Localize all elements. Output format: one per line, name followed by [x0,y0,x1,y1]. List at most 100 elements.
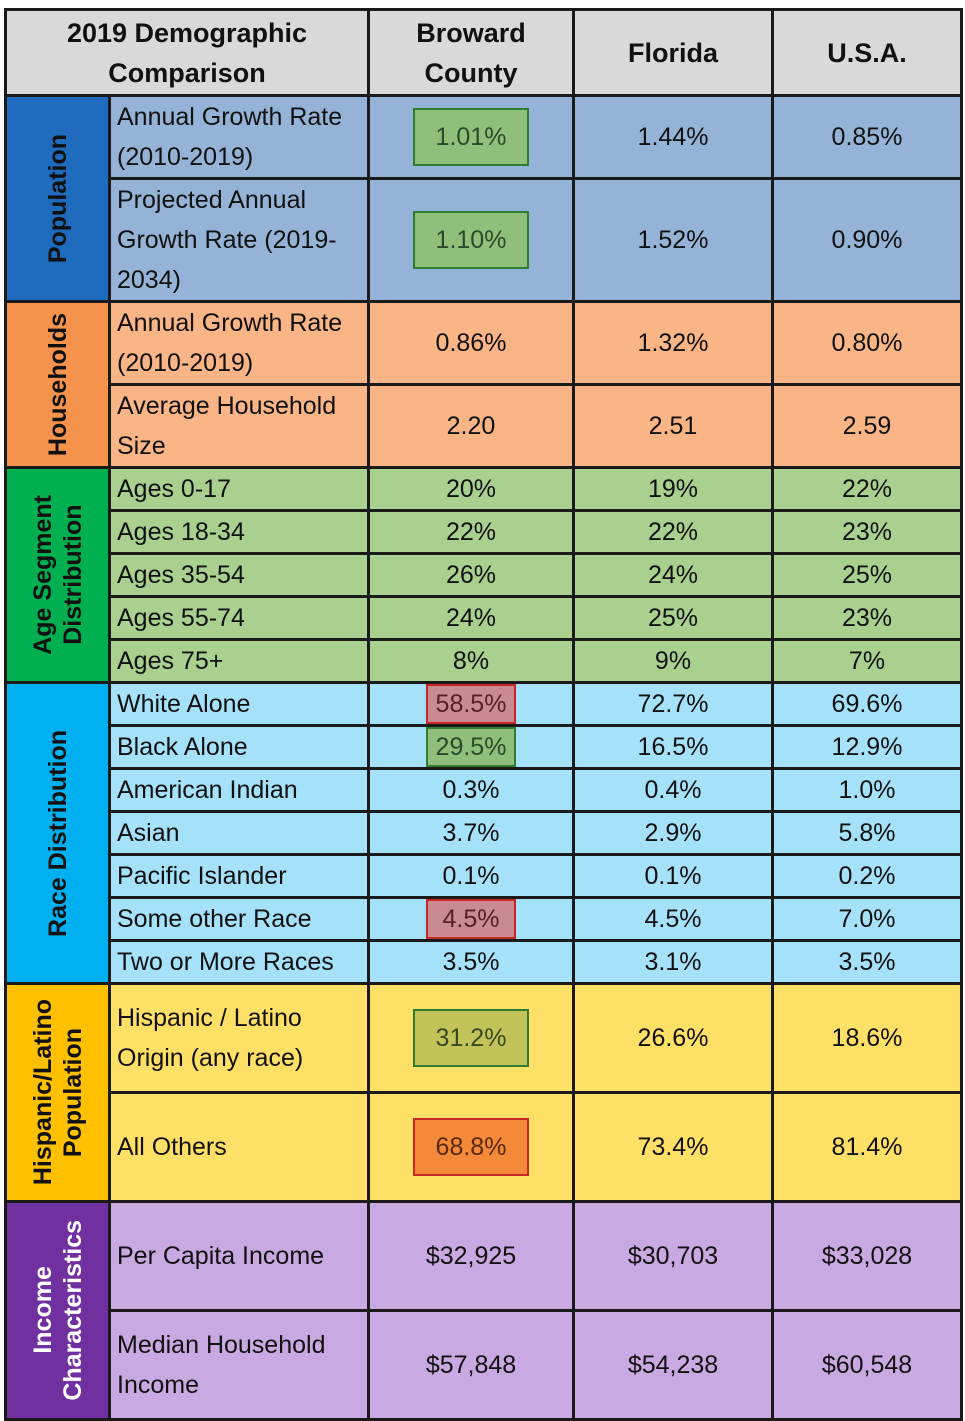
florida-value: $30,703 [572,1200,774,1312]
table-row: Average Household Size 2.20 2.51 2.59 [5,383,963,469]
broward-value: 0.86% [367,300,575,386]
usa-value: 0.2% [771,853,963,899]
metric-label: White Alone [108,681,370,727]
metric-label: Projected Annual Growth Rate (2019-2034) [108,177,370,303]
broward-value: $57,848 [367,1309,575,1421]
florida-value: 1.32% [572,300,774,386]
metric-label: Ages 75+ [108,638,370,684]
table-title: 2019 Demographic Comparison [4,8,370,97]
category-households: Households [4,300,111,469]
broward-value: 31.2% [367,982,575,1094]
usa-value: 5.8% [771,810,963,856]
florida-value: 2.9% [572,810,774,856]
category-label: Income Characteristics [28,1220,87,1401]
highlight-box: 29.5% [426,728,516,766]
usa-value: 0.80% [771,300,963,386]
usa-value: 0.85% [771,94,963,180]
metric-label: Annual Growth Rate (2010-2019) [108,94,370,180]
highlight-box: 1.01% [413,108,529,166]
table-row: American Indian 0.3% 0.4% 1.0% [5,767,963,813]
broward-value: 1.10% [367,177,575,303]
table-row: Ages 55-74 24% 25% 23% [5,595,963,641]
table-row: Income Characteristics Per Capita Income… [4,1200,963,1421]
table-row: Pacific Islander 0.1% 0.1% 0.2% [5,853,963,899]
table-row: Asian 3.7% 2.9% 5.8% [5,810,963,856]
usa-value: $33,028 [771,1200,963,1312]
category-income: Income Characteristics [4,1200,111,1421]
usa-value: 23% [771,509,963,555]
florida-value: 4.5% [572,896,774,942]
category-label: Age Segment Distribution [28,495,87,655]
category-race: Race Distribution [4,681,111,985]
highlight-box: 31.2% [413,1009,529,1067]
highlight-box: 4.5% [426,900,516,938]
usa-value: 2.59 [771,383,963,469]
table-row: Projected Annual Growth Rate (2019-2034)… [5,177,963,303]
column-header-broward: Broward County [367,8,575,97]
broward-value: 58.5% [367,681,575,727]
table-row: Some other Race 4.5% 4.5% 7.0% [5,896,963,942]
florida-value: 0.4% [572,767,774,813]
table-row: Black Alone 29.5% 16.5% 12.9% [5,724,963,770]
highlight-box: 58.5% [426,685,516,723]
usa-value: 0.90% [771,177,963,303]
category-population: Population [4,94,111,303]
metric-label: Average Household Size [108,383,370,469]
metric-label: Ages 55-74 [108,595,370,641]
metric-label: Annual Growth Rate (2010-2019) [108,300,370,386]
florida-value: 24% [572,552,774,598]
florida-value: 19% [572,466,774,512]
broward-value: 3.5% [367,939,575,985]
table-row: Race Distribution White Alone 58.5% 72.7… [4,681,963,985]
usa-value: 23% [771,595,963,641]
metric-label: Ages 0-17 [108,466,370,512]
metric-label: Per Capita Income [108,1200,370,1312]
metric-label: All Others [108,1091,370,1203]
broward-value: 1.01% [367,94,575,180]
broward-value: 4.5% [367,896,575,942]
florida-value: 26.6% [572,982,774,1094]
metric-label: American Indian [108,767,370,813]
florida-value: 9% [572,638,774,684]
usa-value: 7.0% [771,896,963,942]
usa-value: 12.9% [771,724,963,770]
category-label: Race Distribution [43,729,72,937]
florida-value: 72.7% [572,681,774,727]
column-header-florida: Florida [572,8,774,97]
demographic-comparison-table: 2019 Demographic Comparison Broward Coun… [4,8,963,1421]
usa-value: 7% [771,638,963,684]
metric-label: Some other Race [108,896,370,942]
metric-label: Asian [108,810,370,856]
florida-value: $54,238 [572,1309,774,1421]
broward-value: 22% [367,509,575,555]
metric-label: Ages 35-54 [108,552,370,598]
metric-label: Two or More Races [108,939,370,985]
broward-value: 68.8% [367,1091,575,1203]
broward-value: 3.7% [367,810,575,856]
broward-value: 8% [367,638,575,684]
table-row: Households Annual Growth Rate (2010-2019… [4,300,963,469]
usa-value: 25% [771,552,963,598]
usa-value: 22% [771,466,963,512]
table-row: Age Segment Distribution Ages 0-17 20% 1… [4,466,963,684]
broward-value: 20% [367,466,575,512]
table-row: Hispanic/Latino Population Hispanic / La… [4,982,963,1203]
florida-value: 73.4% [572,1091,774,1203]
broward-value: 0.1% [367,853,575,899]
broward-value: $32,925 [367,1200,575,1312]
florida-value: 0.1% [572,853,774,899]
florida-value: 25% [572,595,774,641]
broward-value: 29.5% [367,724,575,770]
florida-value: 1.44% [572,94,774,180]
florida-value: 3.1% [572,939,774,985]
column-header-usa: U.S.A. [771,8,963,97]
table-row: Two or More Races 3.5% 3.1% 3.5% [5,939,963,985]
metric-label: Median Household Income [108,1309,370,1421]
header-row: 2019 Demographic Comparison Broward Coun… [4,8,963,97]
florida-value: 1.52% [572,177,774,303]
broward-value: 26% [367,552,575,598]
usa-value: $60,548 [771,1309,963,1421]
table-row: Median Household Income $57,848 $54,238 … [5,1309,963,1421]
broward-value: 24% [367,595,575,641]
metric-label: Hispanic / Latino Origin (any race) [108,982,370,1094]
